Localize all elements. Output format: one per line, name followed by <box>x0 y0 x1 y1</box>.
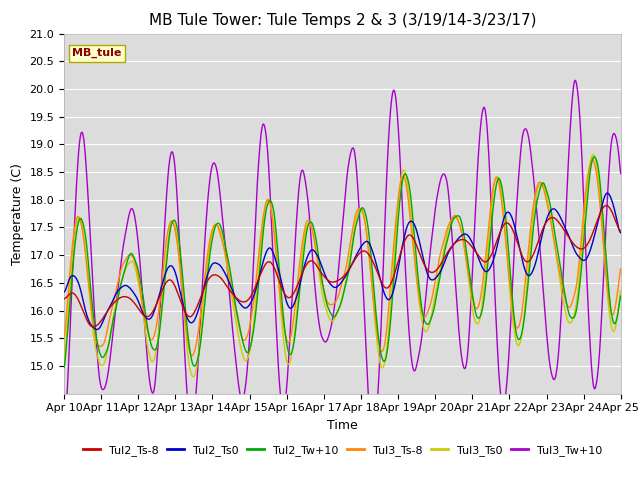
Legend: Tul2_Ts-8, Tul2_Ts0, Tul2_Tw+10, Tul3_Ts-8, Tul3_Ts0, Tul3_Tw+10: Tul2_Ts-8, Tul2_Ts0, Tul2_Tw+10, Tul3_Ts… <box>79 440 606 460</box>
Text: MB_tule: MB_tule <box>72 48 122 58</box>
X-axis label: Time: Time <box>327 419 358 432</box>
Y-axis label: Temperature (C): Temperature (C) <box>11 163 24 264</box>
Title: MB Tule Tower: Tule Temps 2 & 3 (3/19/14-3/23/17): MB Tule Tower: Tule Temps 2 & 3 (3/19/14… <box>148 13 536 28</box>
